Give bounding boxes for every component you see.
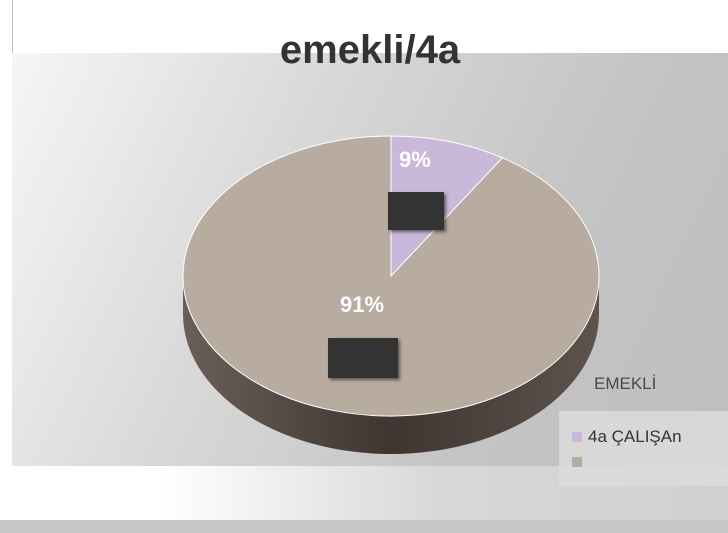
legend-title: EMEKLİ bbox=[594, 374, 657, 393]
pie-side-wall bbox=[183, 276, 599, 454]
pie-slice-0 bbox=[390, 135, 504, 278]
legend bbox=[559, 411, 728, 486]
slice-label-other: 91% bbox=[340, 292, 385, 317]
slice-label-4a-calisan: 9% bbox=[399, 147, 431, 172]
legend-swatch bbox=[572, 432, 582, 442]
legend-item-other bbox=[572, 452, 588, 472]
legend-label: 4a ÇALIŞAn bbox=[588, 427, 682, 446]
data-label-box bbox=[328, 338, 398, 378]
legend-swatch bbox=[572, 457, 582, 467]
pie-slice-1 bbox=[182, 135, 600, 417]
bottom-bar bbox=[0, 520, 728, 533]
chart-title: emekli/4a bbox=[279, 28, 461, 72]
data-label-box bbox=[388, 192, 444, 230]
legend-item-4a-calisan: 4a ÇALIŞAn bbox=[572, 427, 682, 447]
